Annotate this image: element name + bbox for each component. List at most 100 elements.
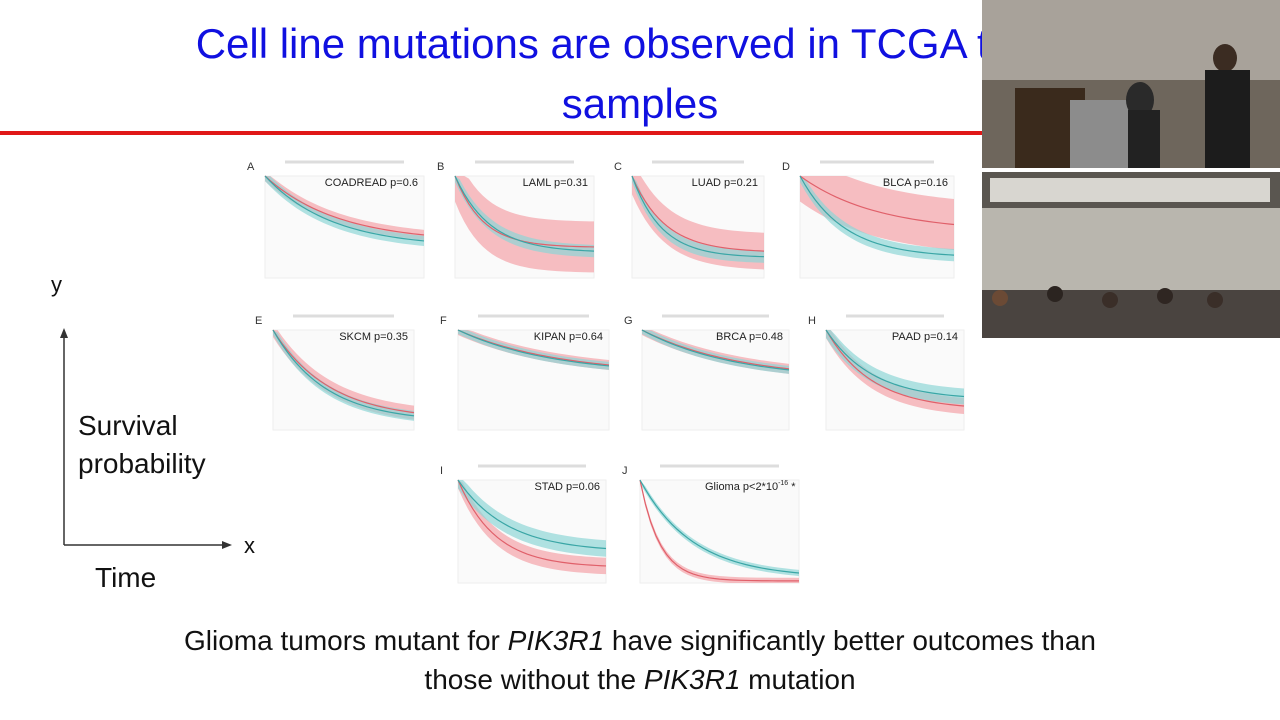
audience	[982, 290, 1280, 338]
panel-label: PAAD p=0.14	[892, 331, 958, 343]
survival-curve	[641, 329, 790, 371]
panel-letter: B	[437, 161, 444, 173]
panel-letter: D	[782, 161, 790, 173]
panel-label-text: KIPAN p=0.64	[534, 331, 603, 343]
panel-label-text: PAAD p=0.14	[892, 331, 958, 343]
survival-curve	[825, 329, 965, 407]
x-label: Time	[95, 562, 156, 593]
survival-curve	[457, 329, 610, 367]
panel-label: SKCM p=0.35	[339, 331, 408, 343]
y-arrowhead	[60, 328, 68, 338]
panel-label: BLCA p=0.16	[883, 177, 948, 189]
survival-curve	[639, 479, 800, 582]
survival-curve	[631, 175, 765, 252]
video-speaker	[982, 0, 1280, 168]
video-audience	[982, 172, 1280, 338]
km-panel: F KIPAN p=0.64	[440, 314, 610, 431]
caption: Glioma tumors mutant for PIK3R1 have sig…	[184, 625, 1096, 656]
panel-label: Glioma p<2*10-16 *	[705, 480, 796, 493]
survival-curve	[264, 175, 425, 242]
survival-curve	[825, 329, 965, 398]
survival-curve	[799, 175, 955, 256]
panel-label-text: LAML p=0.31	[523, 177, 588, 189]
km-panel: I STAD p=0.06	[440, 464, 607, 584]
caption-text: have significantly better outcomes than	[604, 625, 1096, 656]
x-arrowhead	[222, 541, 232, 549]
panel-label: KIPAN p=0.64	[534, 331, 603, 343]
survival-curve	[454, 175, 595, 252]
confidence-band	[632, 176, 764, 270]
survival-curve	[457, 479, 607, 567]
person	[1128, 110, 1160, 168]
km-panel: C LUAD p=0.21	[614, 160, 765, 279]
survival-curve	[264, 175, 425, 236]
panel-label: LUAD p=0.21	[692, 177, 758, 189]
survival-curve	[639, 479, 800, 574]
plot-area	[639, 479, 800, 584]
person	[1213, 44, 1237, 72]
panel-label-text: BRCA p=0.48	[716, 331, 783, 343]
person	[1047, 286, 1063, 302]
panel-letter: E	[255, 315, 262, 327]
caption: those without the PIK3R1 mutation	[424, 664, 855, 695]
panel-label-text: Glioma p<2*10	[705, 481, 778, 493]
person	[1102, 292, 1118, 308]
caption-gene: PIK3R1	[644, 664, 741, 695]
panel-label: LAML p=0.31	[523, 177, 588, 189]
title-line-1: Cell line mutations are observed in TCGA…	[196, 20, 1085, 67]
person	[1207, 292, 1223, 308]
panel-label: BRCA p=0.48	[716, 331, 783, 343]
plot-area	[457, 329, 610, 431]
panel-label-text: SKCM p=0.35	[339, 331, 408, 343]
title-line-2: samples	[562, 80, 718, 127]
panel-label-text: BLCA p=0.16	[883, 177, 948, 189]
km-panel: D BLCA p=0.16	[782, 160, 955, 279]
room	[990, 178, 1270, 202]
person	[1126, 82, 1154, 118]
y-letter: y	[51, 272, 62, 297]
km-panel: E SKCM p=0.35	[255, 314, 415, 431]
panel-label-text: LUAD p=0.21	[692, 177, 758, 189]
confidence-band	[632, 176, 764, 263]
panel-letter: A	[247, 161, 255, 173]
km-panels: A COADREAD p=0.6 B LAML p=0.31 C LUAD p=0.21 D…	[247, 160, 965, 584]
confidence-band	[640, 480, 799, 577]
x-letter: x	[244, 533, 255, 558]
panel-label-suffix: *	[788, 481, 796, 493]
km-panel: J Glioma p<2*10-16 *	[622, 464, 800, 584]
panel-letter: C	[614, 161, 622, 173]
confidence-band	[800, 176, 954, 251]
panel-letter: G	[624, 315, 633, 327]
person	[1157, 288, 1173, 304]
panel-label-text: STAD p=0.06	[534, 481, 600, 493]
caption-gene: PIK3R1	[508, 625, 605, 656]
panel-letter: F	[440, 315, 447, 327]
km-panel: G BRCA p=0.48	[624, 314, 790, 431]
confidence-band	[273, 330, 414, 421]
person	[992, 290, 1008, 306]
wall	[982, 0, 1280, 80]
panel-label-text: COADREAD p=0.6	[325, 177, 418, 189]
km-panel: B LAML p=0.31	[437, 160, 595, 279]
panel-label: STAD p=0.06	[534, 481, 600, 493]
survival-curve	[631, 175, 765, 258]
survival-curve	[272, 329, 415, 417]
y-label: Survival	[78, 410, 178, 441]
panel-letter: I	[440, 465, 443, 477]
axis-diagram	[60, 328, 232, 549]
panel-letter: J	[622, 465, 628, 477]
confidence-band	[458, 480, 606, 557]
confidence-band	[800, 176, 954, 262]
caption-text: mutation	[740, 664, 855, 695]
caption-text: those without the	[424, 664, 643, 695]
confidence-band	[826, 330, 964, 405]
podium	[1070, 100, 1130, 168]
survival-curve	[457, 479, 607, 550]
confidence-band	[826, 330, 964, 415]
person	[1205, 70, 1250, 168]
video-gap	[982, 168, 1280, 172]
caption-text: Glioma tumors mutant for	[184, 625, 508, 656]
panel-letter: H	[808, 315, 816, 327]
